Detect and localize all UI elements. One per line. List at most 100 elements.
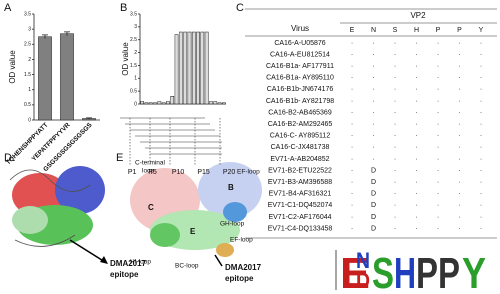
cell: · <box>372 109 374 116</box>
y-tick-label: 1.5 <box>130 63 137 69</box>
cell: · <box>480 225 482 232</box>
cell: · <box>372 133 374 140</box>
cell: · <box>415 40 417 47</box>
cell: · <box>415 133 417 140</box>
cell: · <box>415 167 417 174</box>
cell: · <box>351 191 353 198</box>
cell: · <box>394 86 396 93</box>
virus-name: CA16-B1b-JN674176 <box>267 86 334 93</box>
cell: · <box>415 156 417 163</box>
cell: · <box>458 144 460 151</box>
y-axis-title: OD value <box>8 50 17 84</box>
cell: · <box>437 133 439 140</box>
virus-name: EV71-C4-DQ133458 <box>268 225 333 232</box>
cell: · <box>415 63 417 70</box>
cell: · <box>480 109 482 116</box>
loop-label: EF-loop <box>237 169 260 176</box>
cell: · <box>372 40 374 47</box>
bar <box>183 31 188 105</box>
cell: · <box>415 191 417 198</box>
cell: · <box>351 133 353 140</box>
cell: · <box>394 202 396 209</box>
cell: · <box>458 167 460 174</box>
cell: · <box>372 51 374 58</box>
cell: · <box>480 75 482 82</box>
cell: · <box>351 167 353 174</box>
cell: · <box>415 214 417 221</box>
arrow <box>214 254 223 267</box>
cell: · <box>480 51 482 58</box>
loop-label: HI-loop <box>130 259 151 266</box>
y-tick-label: 0.5 <box>24 102 31 108</box>
cell: · <box>372 98 374 105</box>
bar <box>196 31 200 105</box>
cell: D <box>371 202 376 209</box>
cell: D <box>371 214 376 221</box>
x-tick-label: P10 <box>172 169 185 176</box>
loop-label: EF-loop <box>230 237 253 244</box>
cell: · <box>415 98 417 105</box>
y-tick-label: 3.5 <box>24 11 31 17</box>
bar <box>60 33 74 121</box>
y-tick-label: 2 <box>28 57 31 63</box>
cell: · <box>415 86 417 93</box>
bar <box>217 102 222 105</box>
virus-name: EV71-B3-AM396588 <box>268 179 332 186</box>
cell: · <box>480 133 482 140</box>
bar <box>200 31 205 105</box>
cell: · <box>394 75 396 82</box>
cell: · <box>458 133 460 140</box>
y-tick-label: 3 <box>28 26 31 32</box>
logo-letter: N <box>356 248 370 273</box>
column-header: P <box>457 27 462 34</box>
cell: · <box>480 179 482 186</box>
bar <box>174 34 179 105</box>
epitope-label: DMA2017 <box>225 263 262 272</box>
bar <box>213 101 218 105</box>
cell: · <box>372 86 374 93</box>
y-tick-label: 2.5 <box>130 37 137 43</box>
virus-name: CA16-C-JX481738 <box>271 144 330 151</box>
column-header: P <box>436 27 441 34</box>
cell: · <box>415 109 417 116</box>
virus-name: EV71-C2-AF176044 <box>268 214 331 221</box>
cell: · <box>480 202 482 209</box>
loop-label: loop <box>142 168 155 175</box>
panel-label: C <box>236 2 244 14</box>
cell: · <box>415 121 417 128</box>
cell: · <box>351 98 353 105</box>
cell: · <box>480 214 482 221</box>
arrow-head <box>100 256 108 264</box>
cell: · <box>480 191 482 198</box>
cell: · <box>394 191 396 198</box>
virus-name: EV71-B4-AF316321 <box>269 191 332 198</box>
cell: · <box>437 40 439 47</box>
loop-label: C-terminal <box>135 160 166 167</box>
cell: · <box>458 179 460 186</box>
cell: · <box>351 75 353 82</box>
table-group-header: VP2 <box>410 11 426 20</box>
cell: · <box>394 109 396 116</box>
epitope-label: DMA2017 <box>110 259 147 268</box>
cell: · <box>351 202 353 209</box>
cell: · <box>394 167 396 174</box>
cell: · <box>351 156 353 163</box>
cell: · <box>458 156 460 163</box>
cell: · <box>394 179 396 186</box>
cell: · <box>351 214 353 221</box>
table-lines <box>245 8 497 239</box>
cell: · <box>437 167 439 174</box>
cell: · <box>394 214 396 221</box>
cell: · <box>394 144 396 151</box>
cell: · <box>351 144 353 151</box>
cell: D <box>371 179 376 186</box>
chain-label: B <box>228 183 234 192</box>
cell: · <box>394 51 396 58</box>
bar <box>221 102 226 105</box>
cell: · <box>458 98 460 105</box>
cell: · <box>394 156 396 163</box>
y-tick-label: 3 <box>134 24 137 30</box>
logo-letter: E <box>340 249 370 294</box>
cell: · <box>458 75 460 82</box>
